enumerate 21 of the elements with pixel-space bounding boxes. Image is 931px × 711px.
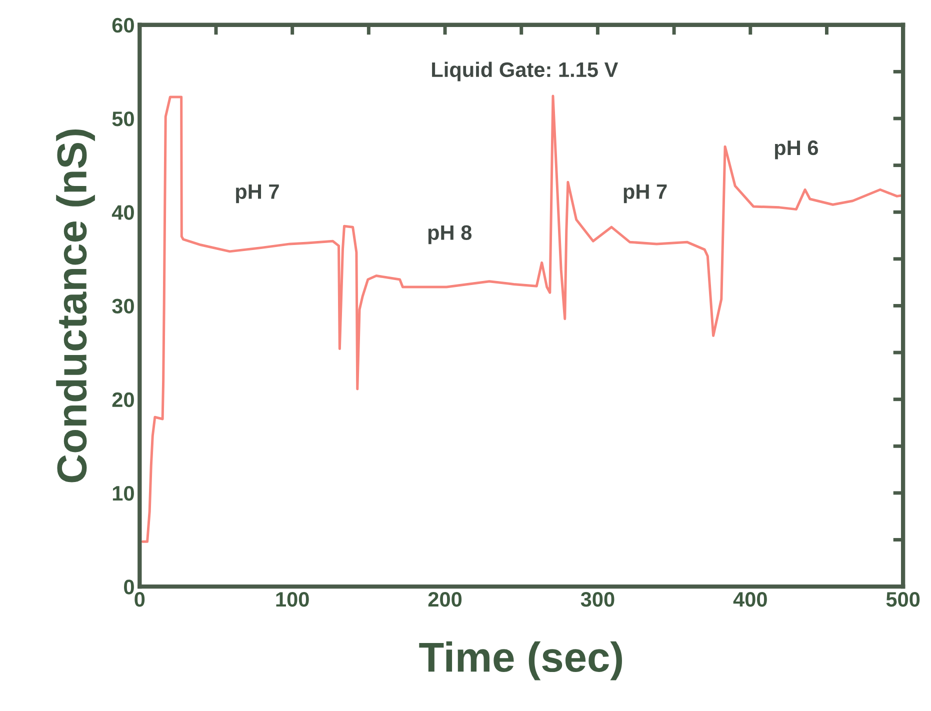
y-tick-label: 50 [112,112,134,126]
annotation: pH 6 [774,140,818,160]
x-tick-label: 500 [886,592,920,607]
x-tick-label: 100 [276,592,309,607]
y-tick-label: 0 [124,580,134,594]
x-tick-label: 0 [134,592,145,607]
x-tick-label: 200 [428,592,462,607]
y-axis-title: Conductance (nS) [56,130,95,482]
y-tick-label: 20 [112,392,134,408]
y-tick-label: 40 [112,205,134,220]
x-axis-title: Time (sec) [419,641,622,680]
y-tick-label: 10 [112,486,134,501]
x-tick-label: 300 [580,592,614,607]
annotation: pH 7 [624,184,667,204]
annotation: pH 7 [236,184,279,204]
x-tick-label: 400 [733,592,767,607]
line-series [141,94,904,543]
annotation: pH 8 [428,225,472,244]
y-tick-label: 60 [112,18,134,33]
annotation: Liquid Gate: 1.15 V [432,62,618,82]
y-tick-label: 30 [112,298,134,314]
